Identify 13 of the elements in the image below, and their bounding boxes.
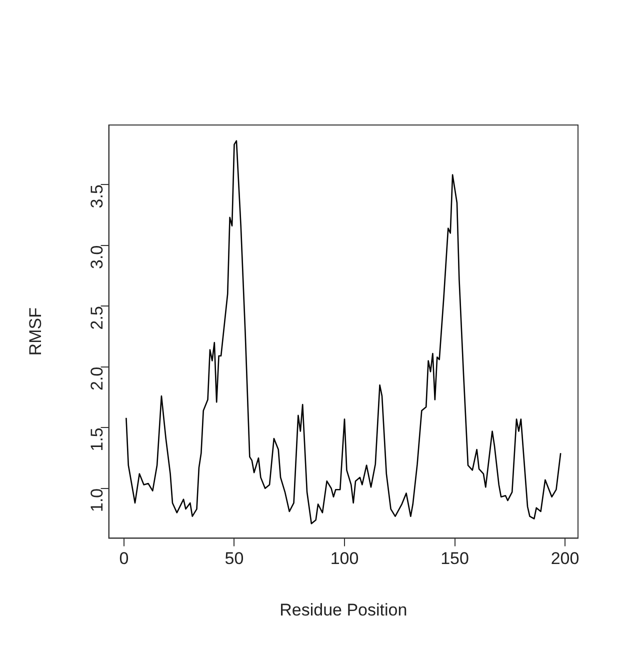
x-tick-label: 200	[550, 549, 580, 568]
y-tick-label: 1.5	[87, 428, 106, 452]
y-tick-label: 2.5	[87, 306, 106, 330]
x-tick-label: 50	[224, 549, 244, 568]
x-tick-label: 0	[119, 549, 129, 568]
x-axis-title: Residue Position	[280, 600, 408, 620]
y-tick-label: 2.0	[87, 366, 106, 390]
x-tick-label: 100	[330, 549, 359, 568]
y-axis-title: RMSF	[26, 308, 45, 356]
y-tick-label: 1.0	[87, 488, 106, 512]
y-tick-label: 3.5	[87, 184, 106, 208]
x-tick-label: 150	[440, 549, 469, 568]
y-tick-label: 3.0	[87, 245, 106, 269]
